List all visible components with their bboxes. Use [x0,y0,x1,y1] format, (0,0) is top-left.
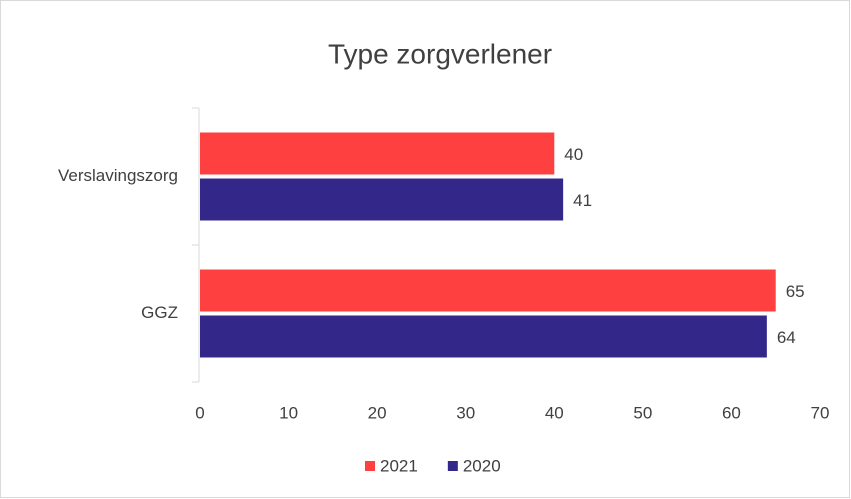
x-tick-label: 10 [279,403,298,422]
x-tick-label: 50 [633,403,652,422]
y-tick-label: Verslavingszorg [58,166,178,185]
chart-title: Type zorgverlener [328,38,552,69]
bar [200,178,564,221]
data-label: 64 [777,328,796,347]
y-tick-label: GGZ [141,303,178,322]
data-label: 40 [564,145,583,164]
bar [200,132,555,175]
x-tick-label: 70 [811,403,830,422]
legend-swatch [447,461,458,471]
data-label: 41 [573,191,592,210]
x-tick-label: 0 [195,403,204,422]
bar [200,269,776,312]
x-tick-label: 20 [368,403,387,422]
x-tick-label: 30 [456,403,475,422]
x-tick-label: 60 [722,403,741,422]
data-label: 65 [786,282,805,301]
legend-swatch [365,461,375,471]
legend-label: 2020 [463,456,501,475]
bar [200,315,767,358]
legend-label: 2021 [380,456,418,475]
x-tick-label: 40 [545,403,564,422]
